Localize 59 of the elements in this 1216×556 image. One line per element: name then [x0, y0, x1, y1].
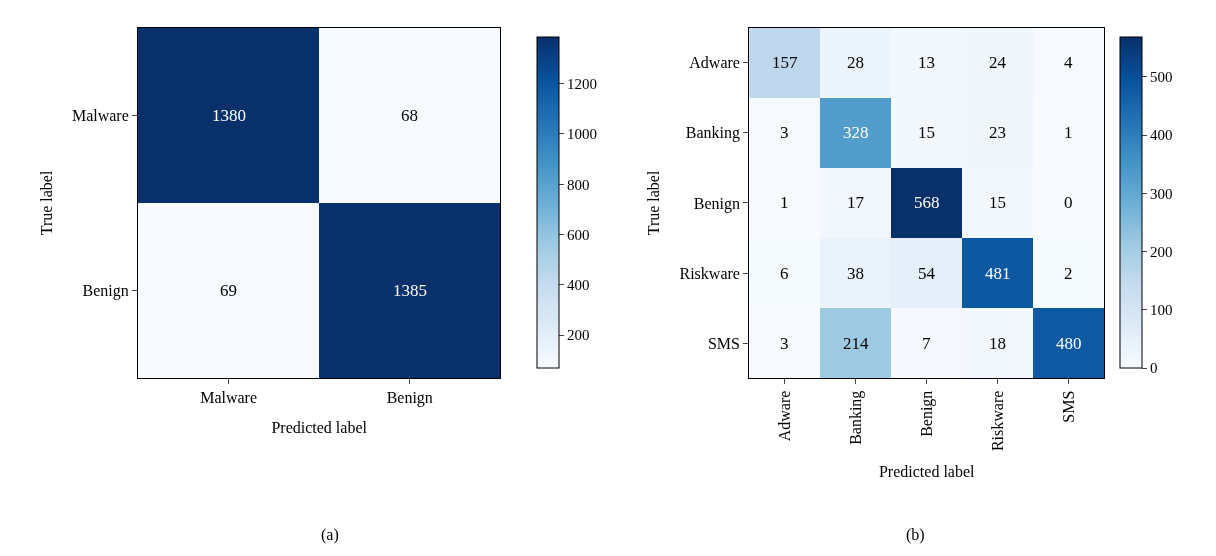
- x-tick-label: Benign: [386, 389, 433, 408]
- x-tick-label: Banking: [846, 390, 865, 445]
- color-bar-label: 800: [567, 176, 590, 193]
- color-bar-label: 400: [567, 277, 590, 294]
- data-label: 1: [1064, 123, 1073, 142]
- x-tick-label: Malware: [200, 389, 257, 407]
- data-label: 3: [780, 334, 789, 353]
- color-bar-label: 200: [1150, 243, 1173, 260]
- y-tick-label: Banking: [685, 124, 740, 143]
- text: (a): [321, 526, 339, 544]
- data-label: 18: [989, 334, 1006, 353]
- data-label: 6: [780, 264, 789, 283]
- y-tick-label: Riskware: [679, 264, 740, 282]
- data-label: 15: [989, 193, 1006, 212]
- y-tick-label: Benign: [693, 194, 740, 213]
- data-label: 24: [989, 53, 1007, 72]
- data-label: 481: [985, 264, 1011, 283]
- color-bar-label: 200: [567, 327, 590, 344]
- data-label: 157: [772, 53, 798, 72]
- data-label: 7: [922, 334, 931, 353]
- data-label: 480: [1056, 334, 1082, 353]
- data-label: 17: [847, 193, 865, 212]
- y-tick-label: SMS: [707, 334, 740, 352]
- color-bar-label: 300: [1150, 185, 1173, 202]
- x-tick-label: Adware: [775, 390, 793, 442]
- data-label: 328: [843, 123, 869, 142]
- y-tick-label: Adware: [689, 54, 740, 72]
- data-label: 69: [220, 281, 237, 300]
- data-label: 54: [918, 264, 936, 283]
- data-label: 23: [989, 123, 1006, 142]
- color-bar-label: 1000: [567, 126, 597, 143]
- color-bar-label: 500: [1150, 69, 1173, 86]
- data-label: 568: [914, 193, 940, 212]
- color-bar-label: 600: [567, 226, 590, 243]
- data-label: 4: [1064, 53, 1073, 72]
- color-bar-label: 0: [1150, 360, 1158, 377]
- color-bar-label: 400: [1150, 127, 1173, 144]
- data-label: 3: [780, 123, 789, 142]
- y-axis-title: True label: [645, 170, 663, 236]
- data-label: 15: [918, 123, 935, 142]
- data-label: 28: [847, 53, 864, 72]
- x-axis-title: Predicted label: [878, 462, 976, 480]
- data-label: 0: [1064, 193, 1073, 212]
- text: (b): [906, 526, 925, 544]
- x-tick-label: Benign: [917, 390, 936, 437]
- data-label: 1385: [393, 281, 427, 300]
- data-label: 1: [780, 193, 789, 212]
- data-label: 214: [843, 334, 869, 353]
- x-tick-label: SMS: [1060, 390, 1078, 423]
- data-label: 68: [401, 106, 418, 125]
- data-label: 2: [1064, 264, 1073, 283]
- data-label: 13: [918, 53, 935, 72]
- y-axis-title: True label: [37, 170, 55, 236]
- x-tick-label: Riskware: [988, 390, 1006, 452]
- data-label: 1380: [212, 106, 246, 125]
- data-label: 38: [847, 264, 864, 283]
- x-axis-title: Predicted label: [271, 419, 368, 437]
- color-bar-label: 100: [1150, 302, 1173, 319]
- color-bar-label: 1200: [567, 75, 597, 92]
